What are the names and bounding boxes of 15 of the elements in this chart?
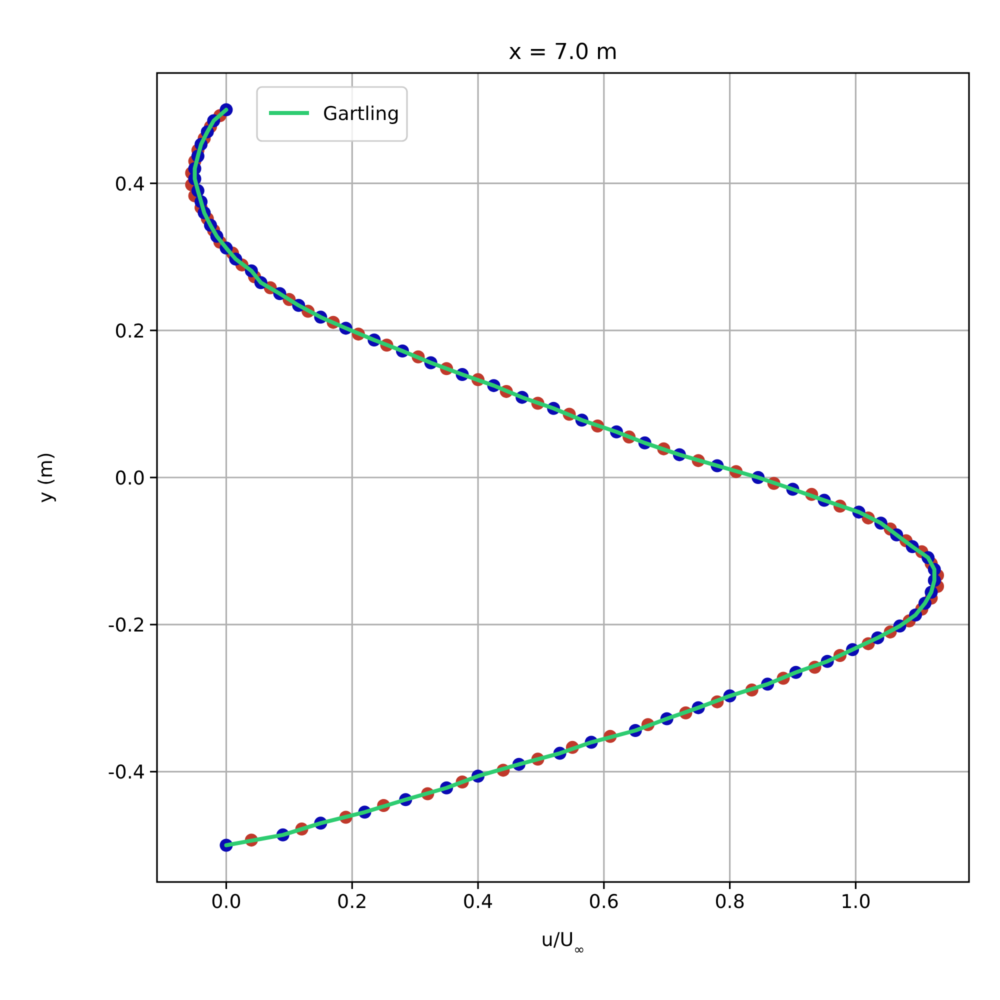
y-tick-label: -0.2 (108, 614, 145, 637)
y-axis-title: y (m) (35, 452, 57, 503)
x-tick-label: 0.0 (211, 891, 242, 913)
x-tick-label: 0.4 (462, 891, 494, 913)
x-axis-title: u/U$_{∞}$ (541, 929, 585, 958)
x-tick-label: 0.6 (588, 891, 620, 913)
y-tick-label: 0.0 (114, 468, 145, 490)
x-tick-label: 0.2 (337, 891, 368, 913)
y-tick-label: 0.2 (114, 320, 145, 342)
x-tick-label: 1.0 (840, 891, 871, 913)
y-tick-label: 0.4 (114, 173, 145, 196)
chart-title: x = 7.0 m (508, 40, 618, 65)
x-tick-label: 0.8 (714, 891, 745, 913)
legend-label: Gartling (323, 103, 400, 125)
y-tick-label: -0.4 (108, 762, 145, 784)
